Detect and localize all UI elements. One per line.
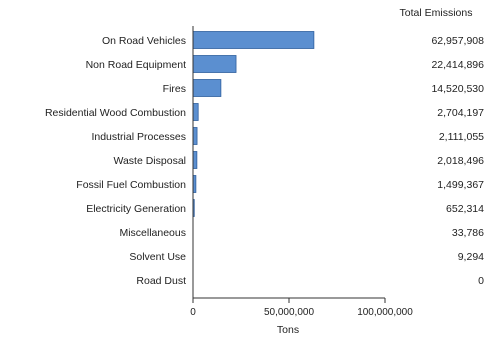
category-label: Miscellaneous [119,227,186,239]
value-label: 652,314 [446,203,484,215]
bar [192,103,199,121]
category-label: Industrial Processes [91,131,186,143]
value-label: 62,957,908 [431,35,484,47]
x-axis: 0 50,000,000 100,000,000 [190,26,413,318]
x-axis-label: Tons [277,324,299,336]
value-label: 2,111,055 [439,131,484,143]
category-labels: On Road Vehicles Non Road Equipment Fires R… [45,35,186,287]
category-label: Road Dust [136,275,186,287]
bar [192,151,198,169]
value-label: 2,018,496 [437,155,484,167]
value-label: 33,786 [452,227,484,239]
x-tick-label: 50,000,000 [264,307,314,318]
value-label: 1,499,367 [437,179,484,191]
category-label: On Road Vehicles [102,35,186,47]
bar [192,79,222,97]
value-column-header: Total Emissions [400,7,473,19]
category-label: Fossil Fuel Combustion [76,179,186,191]
bars [192,31,315,265]
x-tick-label: 100,000,000 [357,307,413,318]
category-label: Residential Wood Combustion [45,107,186,119]
category-label: Fires [163,83,186,95]
category-label: Waste Disposal [113,155,186,167]
value-label: 0 [478,275,484,287]
value-label: 14,520,530 [431,83,484,95]
category-label: Electricity Generation [86,203,186,215]
value-label: 22,414,896 [431,59,484,71]
bar [192,55,237,73]
value-label: 9,294 [458,251,484,263]
category-label: Non Road Equipment [86,59,186,71]
bar [192,31,315,49]
x-tick-label: 0 [190,307,196,318]
value-labels: 62,957,908 22,414,896 14,520,530 2,704,197 2… [431,35,484,287]
category-label: Solvent Use [129,251,186,263]
bar [192,127,198,145]
value-label: 2,704,197 [437,107,484,119]
